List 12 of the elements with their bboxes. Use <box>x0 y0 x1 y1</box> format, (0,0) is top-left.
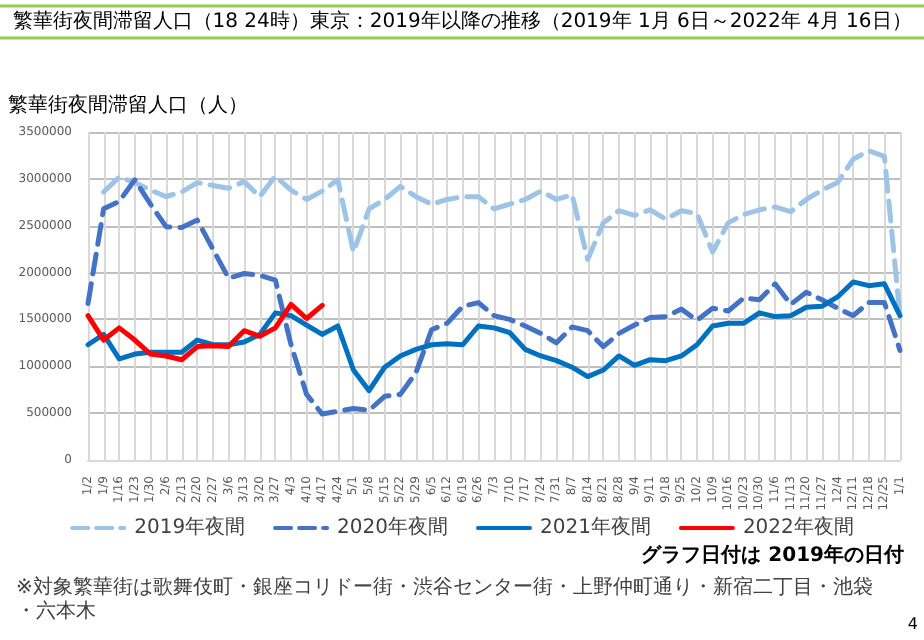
line-series <box>85 177 903 417</box>
legend-label: 2021年夜間 <box>540 515 651 539</box>
text: ※対象繁華街は歌舞伎町・銀座コリドー街・渋谷センター街・上野仲町通り・新宿二丁目・池袋・六本木 <box>16 575 873 623</box>
line-series <box>85 279 903 394</box>
text: 4 <box>907 615 919 633</box>
legend-label: 2020年夜間 <box>337 515 449 539</box>
legend-label: 2022年夜間 <box>742 515 854 539</box>
chart-title: 繁華街夜間滞留人口（18 24時）東京：2019年以降の推移（2019年 1月 6日～2022年 4月 16日） <box>12 9 912 33</box>
y-axis-title: 繁華街夜間滞留人口（人） <box>8 93 248 117</box>
line-series <box>85 301 325 363</box>
legend-label: 2019年夜間 <box>134 515 246 539</box>
text: グラフ日付は 2019年の日付 <box>641 543 905 567</box>
